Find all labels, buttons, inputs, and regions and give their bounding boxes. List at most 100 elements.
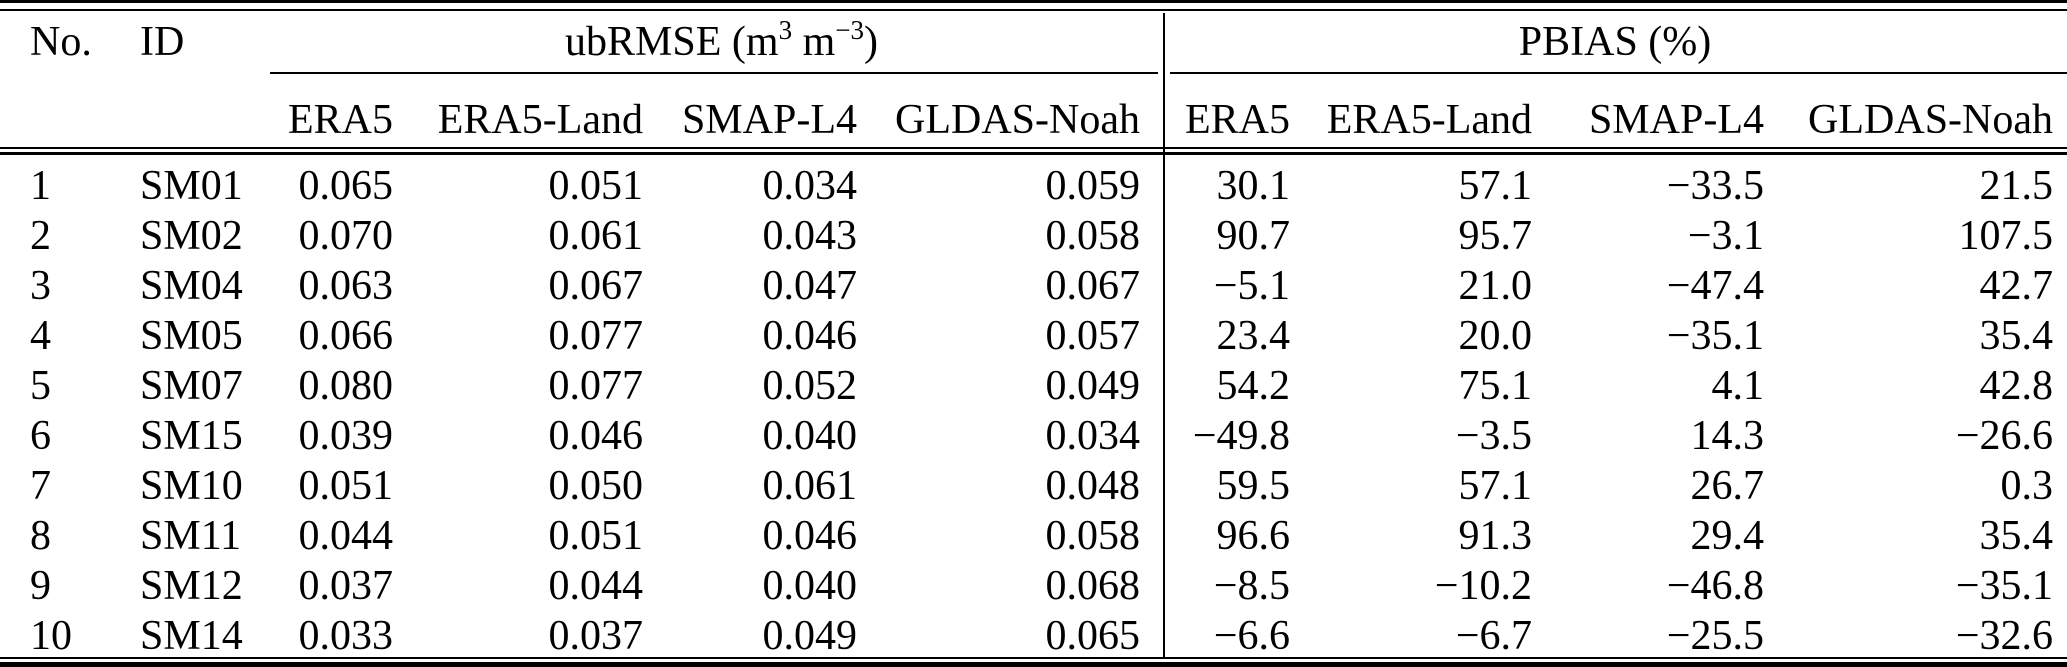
cell-pbias-gldasnoah: 42.8 — [1979, 363, 2054, 409]
cell-id: SM12 — [140, 563, 243, 609]
cell-ubrmse-era5: 0.080 — [298, 363, 394, 409]
cell-ubrmse-era5land: 0.037 — [548, 613, 644, 659]
cell-no: 5 — [30, 363, 51, 409]
col-header-pbias-gldasnoah: GLDAS-Noah — [1808, 96, 2054, 143]
col-header-ubrmse-gldasnoah: GLDAS-Noah — [895, 96, 1140, 143]
section-divider-line — [1163, 13, 1165, 657]
cell-id: SM04 — [140, 263, 243, 309]
cell-pbias-smapl4: −46.8 — [1666, 563, 1764, 609]
cell-pbias-smapl4: 29.4 — [1690, 513, 1765, 559]
cell-ubrmse-era5land: 0.050 — [548, 463, 644, 509]
header-separator-rule-lower — [0, 152, 2067, 155]
cell-ubrmse-era5: 0.037 — [298, 563, 394, 609]
cell-no: 7 — [30, 463, 51, 509]
cell-ubrmse-era5: 0.066 — [298, 313, 394, 359]
cell-pbias-gldasnoah: 21.5 — [1979, 163, 2054, 209]
cell-pbias-era5: −49.8 — [1192, 413, 1290, 459]
cell-no: 2 — [30, 213, 51, 259]
pbias-group-underline — [1170, 72, 2067, 74]
ubrmse-label-part: m — [792, 19, 836, 65]
cell-ubrmse-smapl4: 0.049 — [762, 613, 858, 659]
top-rule-outer — [0, 0, 2067, 3]
cell-pbias-era5: 59.5 — [1216, 463, 1291, 509]
cell-ubrmse-era5land: 0.061 — [548, 213, 644, 259]
cell-pbias-era5land: 95.7 — [1458, 213, 1533, 259]
cell-ubrmse-smapl4: 0.047 — [762, 263, 858, 309]
cell-pbias-smapl4: −47.4 — [1666, 263, 1764, 309]
cell-pbias-era5: 54.2 — [1216, 363, 1291, 409]
cell-no: 3 — [30, 263, 51, 309]
cell-ubrmse-era5land: 0.051 — [548, 163, 644, 209]
cell-id: SM10 — [140, 463, 243, 509]
cell-ubrmse-era5land: 0.044 — [548, 563, 644, 609]
cell-ubrmse-era5land: 0.077 — [548, 313, 644, 359]
top-rule-inner — [0, 9, 2067, 11]
col-header-pbias-smapl4: SMAP-L4 — [1588, 96, 1764, 143]
cell-pbias-era5land: 75.1 — [1458, 363, 1533, 409]
cell-pbias-era5land: 57.1 — [1458, 163, 1533, 209]
table-row: 9 SM12 0.037 0.044 0.040 0.068 −8.5 −10.2 −46.8 −… — [0, 561, 2067, 611]
cell-pbias-smapl4: −25.5 — [1666, 613, 1764, 659]
cell-pbias-smapl4: 14.3 — [1690, 413, 1765, 459]
cell-pbias-smapl4: −33.5 — [1666, 163, 1764, 209]
cell-pbias-gldasnoah: −26.6 — [1955, 413, 2054, 459]
table-row: 2 SM02 0.070 0.061 0.043 0.058 90.7 95.7 −3.1 107… — [0, 211, 2067, 261]
cell-ubrmse-smapl4: 0.046 — [762, 313, 858, 359]
cell-pbias-gldasnoah: 0.3 — [2000, 463, 2054, 509]
cell-pbias-gldasnoah: 35.4 — [1979, 313, 2054, 359]
cell-pbias-era5land: −6.7 — [1455, 613, 1532, 659]
cell-no: 8 — [30, 513, 51, 559]
cell-ubrmse-era5: 0.044 — [298, 513, 394, 559]
cell-id: SM11 — [140, 513, 242, 559]
cell-id: SM02 — [140, 213, 243, 259]
header-separator-rule-upper — [0, 147, 2067, 149]
table-row: 10 SM14 0.033 0.037 0.049 0.065 −6.6 −6.7 −25.5 −… — [0, 611, 2067, 661]
cell-pbias-era5: 96.6 — [1216, 513, 1291, 559]
cell-ubrmse-smapl4: 0.034 — [762, 163, 858, 209]
cell-ubrmse-smapl4: 0.052 — [762, 363, 858, 409]
cell-no: 9 — [30, 563, 51, 609]
cell-pbias-smapl4: −35.1 — [1666, 313, 1764, 359]
cell-ubrmse-era5: 0.039 — [298, 413, 394, 459]
bottom-rule-outer — [0, 662, 2067, 667]
col-header-ubrmse-era5: ERA5 — [288, 96, 393, 143]
cell-pbias-gldasnoah: −32.6 — [1955, 613, 2054, 659]
cell-pbias-era5land: −3.5 — [1455, 413, 1532, 459]
cell-pbias-era5: 30.1 — [1216, 163, 1291, 209]
bottom-rule-inner — [0, 657, 2067, 659]
cell-pbias-era5: −6.6 — [1213, 613, 1290, 659]
cell-ubrmse-era5land: 0.051 — [548, 513, 644, 559]
cell-ubrmse-era5land: 0.077 — [548, 363, 644, 409]
cell-ubrmse-gldasnoah: 0.059 — [1045, 163, 1141, 209]
cell-no: 1 — [30, 163, 51, 209]
cell-pbias-gldasnoah: −35.1 — [1955, 563, 2054, 609]
cell-pbias-gldasnoah: 107.5 — [1958, 213, 2054, 259]
cell-ubrmse-gldasnoah: 0.034 — [1045, 413, 1141, 459]
cell-ubrmse-era5: 0.065 — [298, 163, 394, 209]
cell-pbias-era5: −5.1 — [1213, 263, 1290, 309]
cell-ubrmse-smapl4: 0.061 — [762, 463, 858, 509]
cell-id: SM15 — [140, 413, 243, 459]
cell-ubrmse-gldasnoah: 0.065 — [1045, 613, 1141, 659]
ubrmse-label-part: ) — [863, 19, 878, 65]
cell-ubrmse-era5: 0.070 — [298, 213, 394, 259]
col-header-ubrmse-era5land: ERA5-Land — [437, 96, 643, 143]
cell-id: SM01 — [140, 163, 243, 209]
col-header-ubrmse-smapl4: SMAP-L4 — [681, 96, 857, 143]
cell-pbias-gldasnoah: 42.7 — [1979, 263, 2054, 309]
cell-ubrmse-gldasnoah: 0.058 — [1045, 513, 1141, 559]
col-header-no: No. — [30, 19, 92, 65]
table-body: 1 SM01 0.065 0.051 0.034 0.059 30.1 57.1 −33.5 21… — [0, 161, 2067, 661]
cell-ubrmse-era5: 0.063 — [298, 263, 394, 309]
cell-pbias-smapl4: 4.1 — [1711, 363, 1765, 409]
cell-id: SM07 — [140, 363, 243, 409]
cell-pbias-era5: −8.5 — [1213, 563, 1290, 609]
col-header-id: ID — [140, 19, 185, 65]
cell-pbias-era5: 90.7 — [1216, 213, 1291, 259]
table-row: 6 SM15 0.039 0.046 0.040 0.034 −49.8 −3.5 14.3 −2… — [0, 411, 2067, 461]
cell-ubrmse-era5: 0.033 — [298, 613, 394, 659]
group-header-ubrmse: ubRMSE (m3 m−3) — [280, 0, 1163, 78]
table-row: 8 SM11 0.044 0.051 0.046 0.058 96.6 91.3 29.4 35.… — [0, 511, 2067, 561]
